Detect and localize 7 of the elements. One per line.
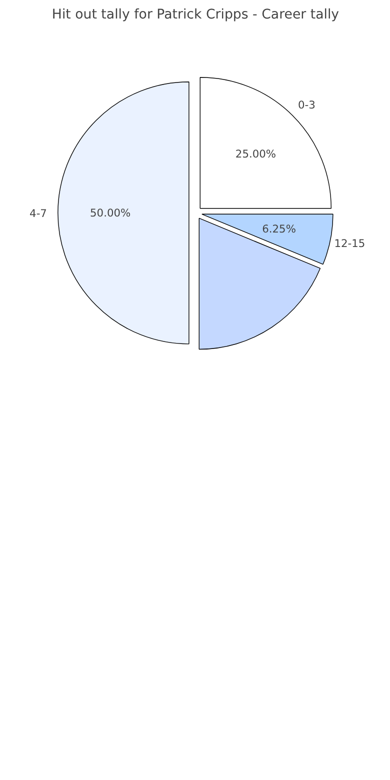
chart-title: Hit out tally for Patrick Cripps - Career tally [52, 8, 340, 22]
slice-label: 12-15 [334, 236, 366, 250]
data-label: 6.25% [262, 222, 296, 236]
slice-label: 0-3 [298, 98, 316, 112]
slice-label: 4-7 [30, 206, 47, 220]
data-label: 25.00% [235, 148, 276, 161]
data-label: 50.00% [90, 206, 131, 220]
